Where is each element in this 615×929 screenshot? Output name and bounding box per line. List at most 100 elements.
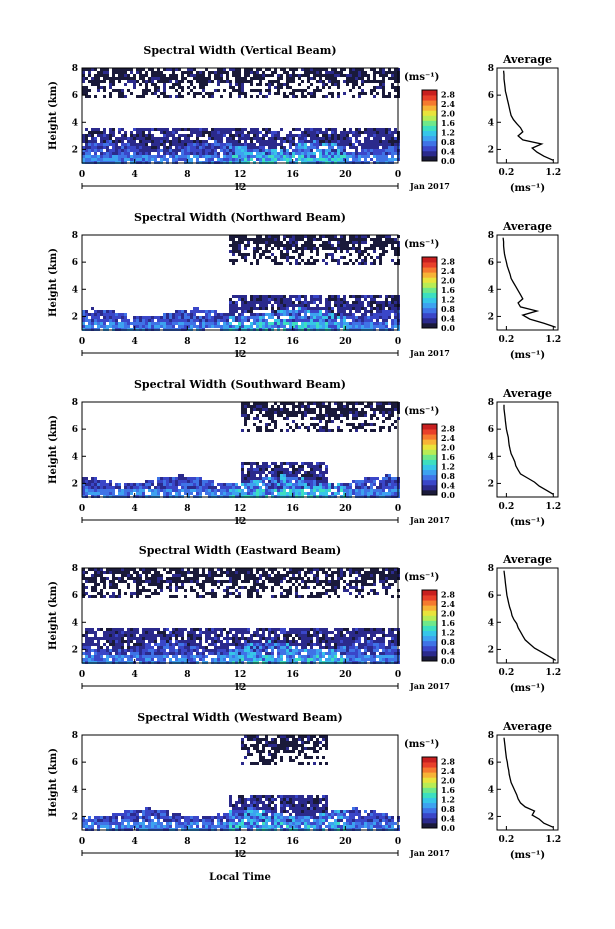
heatmap-cell	[301, 480, 304, 483]
heatmap-cell	[127, 586, 130, 589]
heatmap-cell	[319, 462, 322, 465]
heatmap-cell	[253, 313, 256, 316]
heatmap-cell	[385, 313, 388, 316]
heatmap-cell	[235, 152, 238, 155]
heatmap-cell	[178, 571, 181, 574]
heatmap-cell	[91, 631, 94, 634]
heatmap-cell	[277, 247, 280, 250]
heatmap-cell	[217, 649, 220, 652]
heatmap-cell	[292, 405, 295, 408]
heatmap-cell	[379, 155, 382, 158]
x-tick-label: 0	[395, 170, 401, 180]
heatmap-cell	[169, 631, 172, 634]
profile-y-tick-label: 8	[488, 231, 494, 241]
heatmap-cell	[352, 95, 355, 98]
heatmap-cell	[310, 256, 313, 259]
heatmap-cell	[124, 95, 127, 98]
heatmap-cell	[160, 637, 163, 640]
heatmap-cell	[172, 83, 175, 86]
heatmap-cell	[352, 316, 355, 319]
heatmap-cell	[217, 146, 220, 149]
heatmap-cell	[304, 241, 307, 244]
heatmap-cell	[175, 74, 178, 77]
heatmap-cell	[91, 316, 94, 319]
heatmap-cell	[139, 71, 142, 74]
heatmap-cell	[298, 247, 301, 250]
heatmap-cell	[190, 628, 193, 631]
heatmap-cell	[154, 628, 157, 631]
heatmap-cell	[355, 71, 358, 74]
heatmap-cell	[316, 483, 319, 486]
heatmap-cell	[277, 152, 280, 155]
heatmap-cell	[280, 74, 283, 77]
heatmap-cell	[307, 149, 310, 152]
heatmap-cell	[391, 414, 394, 417]
heatmap-cell	[103, 652, 106, 655]
heatmap-cell	[142, 589, 145, 592]
heatmap-cell	[211, 146, 214, 149]
heatmap-cell	[361, 71, 364, 74]
heatmap-cell	[298, 402, 301, 405]
heatmap-cell	[226, 71, 229, 74]
heatmap-cell	[202, 322, 205, 325]
heatmap-cell	[313, 477, 316, 480]
heatmap-cell	[256, 483, 259, 486]
heatmap-cell	[292, 134, 295, 137]
heatmap-cell	[91, 628, 94, 631]
heatmap-cell	[394, 95, 397, 98]
heatmap-cell	[154, 325, 157, 328]
heatmap-cell	[166, 646, 169, 649]
heatmap-cell	[358, 238, 361, 241]
heatmap-cell	[181, 325, 184, 328]
heatmap-cell	[94, 658, 97, 661]
heatmap-cell	[367, 143, 370, 146]
heatmap-cell	[250, 68, 253, 71]
heatmap-cell	[262, 319, 265, 322]
heatmap-cell	[139, 643, 142, 646]
heatmap-cell	[364, 155, 367, 158]
heatmap-cell	[307, 128, 310, 131]
heatmap-cell	[370, 80, 373, 83]
heatmap-cell	[295, 158, 298, 161]
heatmap-cell	[184, 322, 187, 325]
heatmap-cell	[379, 131, 382, 134]
heatmap-cell	[301, 462, 304, 465]
heatmap-cell	[382, 489, 385, 492]
heatmap-cell	[163, 128, 166, 131]
heatmap-cell	[334, 319, 337, 322]
heatmap-cell	[271, 420, 274, 423]
heatmap-cell	[178, 313, 181, 316]
heatmap-cell	[301, 80, 304, 83]
heatmap-cell	[247, 489, 250, 492]
heatmap-cell	[205, 492, 208, 495]
heatmap-cell	[286, 259, 289, 262]
heatmap-cell	[361, 89, 364, 92]
heatmap-cell	[391, 83, 394, 86]
heatmap-cell	[322, 244, 325, 247]
heatmap-cell	[223, 325, 226, 328]
heatmap-cell	[112, 637, 115, 640]
heatmap-cell	[91, 637, 94, 640]
heatmap-cell	[355, 152, 358, 155]
heatmap-cell	[379, 405, 382, 408]
heatmap-cell	[304, 262, 307, 265]
heatmap-cell	[241, 405, 244, 408]
heatmap-cell	[187, 637, 190, 640]
heatmap-cell	[388, 238, 391, 241]
heatmap-cell	[316, 319, 319, 322]
heatmap-cell	[250, 77, 253, 80]
profile-y-tick-label: 4	[488, 285, 494, 295]
heatmap-cell	[385, 241, 388, 244]
heatmap-cell	[172, 322, 175, 325]
heatmap-cell	[274, 80, 277, 83]
heatmap-cell	[301, 486, 304, 489]
heatmap-cell	[184, 649, 187, 652]
heatmap-cell	[196, 92, 199, 95]
heatmap-cell	[292, 477, 295, 480]
heatmap-cell	[103, 158, 106, 161]
heatmap-cell	[97, 571, 100, 574]
heatmap-cell	[289, 480, 292, 483]
heatmap-cell	[277, 486, 280, 489]
heatmap-cell	[208, 574, 211, 577]
heatmap-cell	[220, 640, 223, 643]
